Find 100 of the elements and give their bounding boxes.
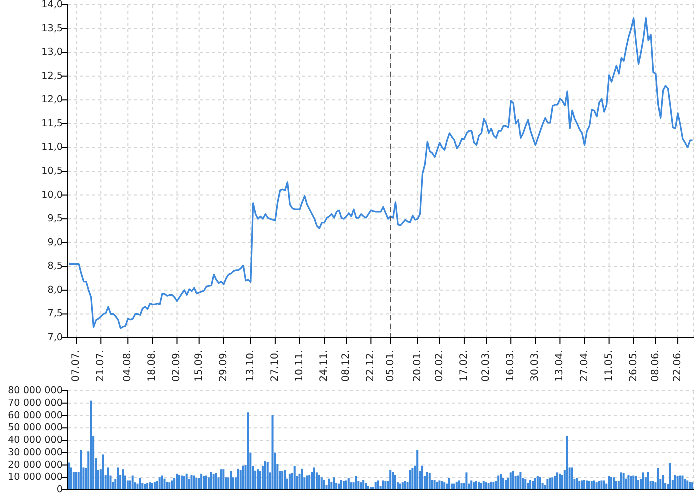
bar xyxy=(390,470,392,490)
bar xyxy=(517,476,520,490)
bar xyxy=(176,474,178,490)
bar xyxy=(342,481,345,490)
bar xyxy=(436,482,438,490)
bar xyxy=(102,454,104,490)
bar xyxy=(500,474,502,490)
bar xyxy=(422,466,424,490)
bar xyxy=(603,480,606,490)
y-tick-label: 8,0 xyxy=(48,284,63,296)
bar xyxy=(485,482,488,490)
bar xyxy=(394,475,397,490)
bar xyxy=(166,482,168,490)
line-series xyxy=(68,18,694,330)
bar xyxy=(412,468,414,490)
bar xyxy=(600,480,603,490)
bar xyxy=(558,474,561,490)
bar xyxy=(340,480,343,490)
x-tick-label: 27.04. xyxy=(579,350,590,382)
bar xyxy=(530,480,532,490)
bar xyxy=(566,436,568,490)
bar xyxy=(215,473,218,490)
y-tick-label: 13,0 xyxy=(42,47,63,58)
y-tick-label: 9,5 xyxy=(48,214,63,225)
y-tick-label: 14,0 xyxy=(42,0,63,10)
bar xyxy=(662,475,664,490)
bar xyxy=(242,466,244,490)
bar xyxy=(164,478,166,490)
bar xyxy=(190,475,193,490)
bar xyxy=(584,480,586,490)
bar xyxy=(478,482,480,490)
bar xyxy=(676,476,679,490)
y-tick-label: 40 000 000 xyxy=(8,435,63,446)
bar xyxy=(476,481,478,490)
bar xyxy=(237,468,240,490)
bar xyxy=(257,470,260,490)
bar xyxy=(360,482,362,490)
x-tick-label: 24.11. xyxy=(319,350,330,382)
bar xyxy=(348,478,350,490)
x-tick-label: 10.11. xyxy=(294,350,306,382)
bar xyxy=(684,479,686,490)
bar xyxy=(498,476,500,490)
bar xyxy=(652,481,654,490)
bar xyxy=(438,480,441,490)
bar xyxy=(630,476,632,490)
bar xyxy=(146,483,149,490)
bar xyxy=(161,476,164,490)
bar xyxy=(139,478,142,490)
bar xyxy=(151,483,154,490)
bar xyxy=(183,476,186,490)
bar xyxy=(488,483,490,490)
y-tick-label: 13,5 xyxy=(42,23,63,34)
bar xyxy=(117,468,120,490)
x-tick-label: 08.06. xyxy=(650,350,662,382)
x-tick-label: 18.08. xyxy=(147,350,158,382)
bar xyxy=(549,478,552,490)
bar xyxy=(220,470,222,490)
bar xyxy=(635,476,638,490)
bar xyxy=(434,480,436,490)
bar xyxy=(301,468,304,490)
bar xyxy=(178,475,180,490)
bar xyxy=(328,478,330,490)
bar xyxy=(571,468,574,490)
y-tick-label: 20 000 000 xyxy=(8,460,63,471)
x-tick-label: 20.01. xyxy=(412,350,424,382)
bar xyxy=(107,468,110,490)
bar xyxy=(473,482,476,490)
bar xyxy=(333,478,336,490)
bar xyxy=(686,480,689,490)
bar xyxy=(615,481,618,490)
bar xyxy=(492,482,495,490)
bar xyxy=(532,481,534,490)
bar xyxy=(512,471,514,490)
bar xyxy=(196,478,198,490)
bar xyxy=(168,482,171,490)
y-tick-label: 10,5 xyxy=(42,166,63,177)
bar xyxy=(610,477,613,490)
bar xyxy=(556,472,559,490)
bar xyxy=(313,468,316,490)
bar xyxy=(628,475,630,490)
bar xyxy=(240,470,242,490)
bar xyxy=(638,480,640,490)
y-tick-label: 7,0 xyxy=(48,332,63,344)
y-tick-label: 30 000 000 xyxy=(8,447,63,458)
bar xyxy=(504,480,507,490)
bar xyxy=(272,415,274,490)
bar xyxy=(593,480,596,490)
bar xyxy=(590,481,593,490)
bar xyxy=(362,480,365,490)
bar xyxy=(682,476,684,490)
y-tick-label: 80 000 000 xyxy=(8,386,63,396)
x-tick-label: 16.03. xyxy=(506,350,517,382)
bar xyxy=(444,482,446,490)
y-tick-label: 50 000 000 xyxy=(8,422,63,434)
bar xyxy=(578,481,581,490)
x-tick-label: 22.12. xyxy=(366,350,377,382)
bar xyxy=(576,478,578,490)
bar xyxy=(90,400,92,490)
bar xyxy=(264,462,266,490)
bar xyxy=(330,482,333,490)
